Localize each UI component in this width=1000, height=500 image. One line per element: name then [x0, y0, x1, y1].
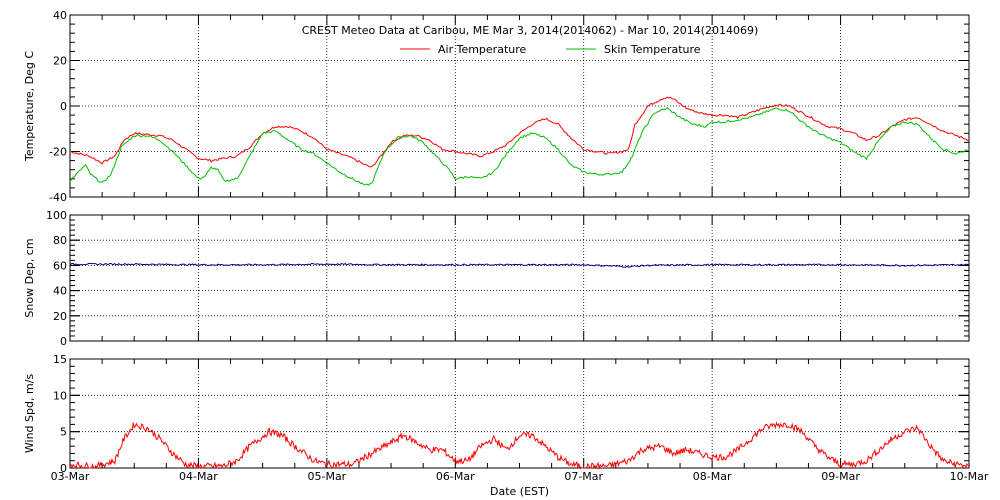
plot-frame	[69, 358, 970, 469]
series-line-air-temperature	[69, 96, 970, 168]
plot-frame	[69, 214, 970, 342]
x-tick-label: 06-Mar	[436, 470, 475, 483]
y-tick-label: 0	[60, 100, 67, 113]
y-axis-label: Temperature, Deg C	[23, 51, 36, 162]
x-tick-label: 07-Mar	[564, 470, 603, 483]
x-tick-label: 03-Mar	[51, 470, 90, 483]
x-tick-label: 09-Mar	[821, 470, 860, 483]
series-line-skin-temperature	[69, 107, 970, 186]
y-tick-label: 60	[53, 259, 67, 272]
panel-3: 0 5 10 15 Wind Spd, m/s 03-Mar 04-Mar 05-Mar 06-…	[23, 353, 989, 498]
x-axis-label: Date (EST)	[490, 485, 549, 498]
y-tick-label: 5	[60, 426, 67, 439]
y-tick-label: 0	[60, 462, 67, 475]
y-tick-label: 20	[53, 310, 67, 323]
y-axis-label: Wind Spd, m/s	[23, 374, 36, 454]
x-tick-label: 08-Mar	[693, 470, 732, 483]
y-tick-label: 40	[53, 9, 67, 22]
y-tick-label: 100	[46, 209, 67, 222]
y-axis-label: Snow Dep, cm	[23, 238, 36, 317]
y-tick-label: -20	[49, 146, 67, 159]
legend-label: Skin Temperature	[604, 43, 701, 56]
y-tick-label: 10	[53, 389, 67, 402]
series-line-panel3	[69, 421, 970, 470]
y-tick-label: 15	[53, 353, 67, 366]
y-tick-label: 20	[53, 55, 67, 68]
panel-1: -40 -20 0 20 40 Temperature, Deg C CREST Meteo…	[23, 9, 970, 204]
y-tick-label: 80	[53, 234, 67, 247]
panel-2: 0 20 40 60 80 100 Snow Dep, cm	[23, 209, 970, 348]
legend-label: Air Temperature	[438, 43, 527, 56]
y-tick-label: 40	[53, 285, 67, 298]
y-tick-label: 0	[60, 335, 67, 348]
x-tick-label: 10-Mar	[950, 470, 989, 483]
x-tick-label: 04-Mar	[179, 470, 218, 483]
x-tick-label: 05-Mar	[307, 470, 346, 483]
chart-title: CREST Meteo Data at Caribou, ME Mar 3, 2…	[302, 24, 759, 37]
series-line-panel2	[69, 262, 970, 268]
y-tick-label: -40	[49, 191, 67, 204]
